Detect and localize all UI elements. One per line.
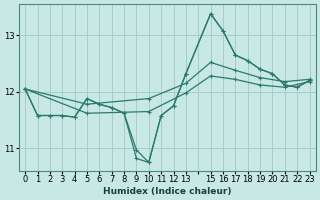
X-axis label: Humidex (Indice chaleur): Humidex (Indice chaleur) (103, 187, 232, 196)
